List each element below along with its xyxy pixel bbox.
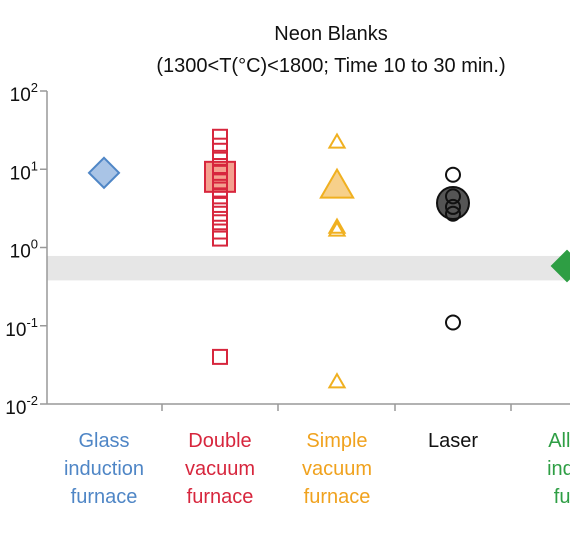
mean-marker: [319, 167, 355, 199]
data-point: [445, 198, 461, 215]
data-point: [212, 149, 228, 166]
y-tick-label: 10-2: [5, 393, 38, 419]
category-label: furnace: [187, 486, 254, 508]
data-point: [327, 132, 347, 149]
data-point: [327, 217, 347, 234]
data-point: [445, 314, 461, 331]
y-tick-label: 100: [10, 237, 38, 263]
reference-band: [47, 255, 570, 281]
y-tick-label: 101: [10, 158, 38, 184]
data-points: [87, 128, 570, 389]
category-label: All-m: [548, 430, 570, 452]
category-label: Double: [188, 430, 251, 452]
data-point: [445, 205, 461, 222]
data-point: [212, 205, 228, 222]
data-point: [212, 230, 228, 247]
category-label: Laser: [428, 430, 478, 452]
category-label: vacuum: [302, 458, 372, 480]
category-label: Glass: [78, 430, 129, 452]
category-label: furnace: [304, 486, 371, 508]
data-point: [212, 348, 228, 365]
category-label: induction: [64, 458, 144, 480]
data-point: [550, 249, 570, 283]
category-label: furnace: [71, 486, 138, 508]
data-point: [445, 188, 461, 205]
mean-marker: [204, 160, 236, 193]
data-point: [212, 164, 228, 181]
category-label: induc: [547, 458, 570, 480]
data-point: [212, 214, 228, 231]
data-point: [445, 166, 461, 183]
category-labels: Glass induction furnace Double vacuum furnace…: [64, 430, 570, 508]
chart-title: Neon Blanks: [274, 23, 387, 45]
data-point: [212, 128, 228, 145]
category-label: furn: [554, 486, 570, 508]
data-point: [327, 372, 347, 389]
y-tick-label: 10-1: [5, 315, 38, 341]
category-label: vacuum: [185, 458, 255, 480]
data-point: [212, 173, 228, 190]
data-point: [212, 188, 228, 205]
category-label: Simple: [306, 430, 367, 452]
data-point: [87, 156, 121, 190]
y-axis: 102 101 100 10-1 10-2: [5, 80, 570, 419]
y-tick-label: 102: [10, 80, 38, 106]
data-point: [327, 220, 347, 237]
chart-subtitle: (1300<T(°C)<1800; Time 10 to 30 min.): [156, 55, 505, 77]
data-point: [212, 137, 228, 154]
data-point: [212, 196, 228, 213]
